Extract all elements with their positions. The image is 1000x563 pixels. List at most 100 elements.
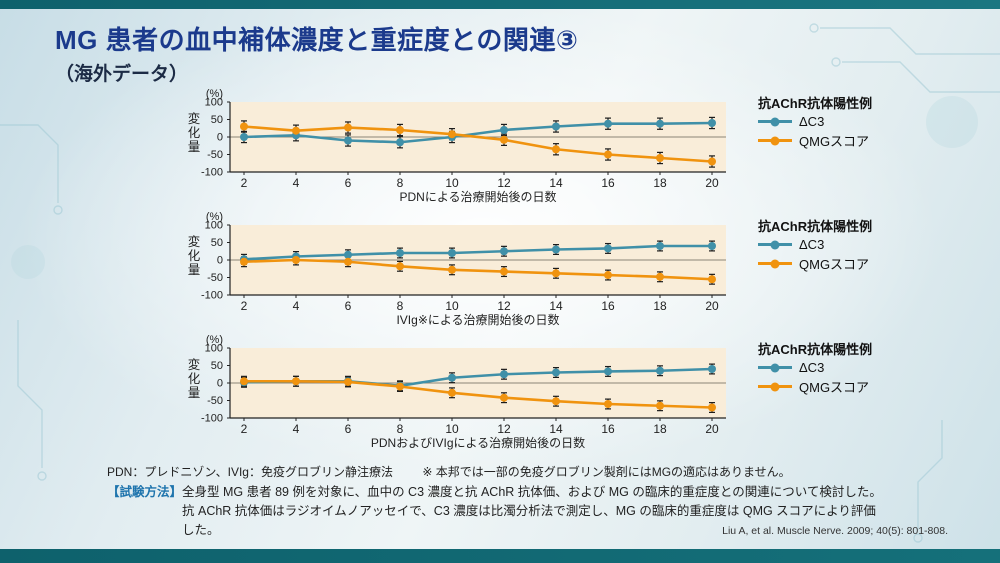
- qmg-data-point: [500, 393, 508, 402]
- chart-row-ivig: 100 50 0 -50 -100 (%) 変化量 2 4 6 8 10 12 14 16 18 20 IVIg※…: [178, 211, 1000, 334]
- qmg-series-line: [244, 379, 713, 409]
- x-tick-label: 6: [345, 299, 352, 313]
- y-tick-label: 0: [217, 255, 223, 267]
- c3-data-point: [604, 119, 612, 128]
- legend-c3-label: ΔC3: [799, 237, 825, 252]
- y-tick-label: 0: [217, 132, 223, 144]
- c3-data-point: [656, 242, 664, 250]
- qmg-data-point: [708, 157, 716, 166]
- legend-title: 抗AChR抗体陽性例: [758, 219, 873, 234]
- charts-area: 100 50 0 -50 -100 (%) 変化量 2 4 6 8 10 12 14 16 18 20 PDNによ…: [55, 88, 1000, 457]
- y-axis-title: 変化量: [188, 234, 201, 277]
- y-tick-label: 50: [211, 237, 223, 249]
- c3-data-point: [656, 366, 664, 375]
- chart-row-pdn-ivig: 100 50 0 -50 -100 (%) 変化量 2 4 6 8 10 12 14 16 18 20 PDNおよ…: [178, 334, 1000, 457]
- x-tick-label: 8: [397, 299, 404, 313]
- c3-data-point: [396, 249, 404, 257]
- chart-pdn-ivig-canvas: 100 50 0 -50 -100 (%) 変化量 2 4 6 8 10 12 14 16 18 20 PDNおよ…: [178, 334, 738, 457]
- x-tick-label: 18: [653, 176, 667, 190]
- chart-svg: 100 50 0 -50 -100 (%) 変化量 2 4 6 8 10 12 14 16 18 20 PDNによ…: [188, 88, 726, 204]
- qmg-series-line: [243, 125, 713, 163]
- chart-row-pdn: 100 50 0 -50 -100 (%) 変化量 2 4 6 8 10 12 14 16 18 20 PDNによ…: [178, 88, 1000, 211]
- x-tick-label: 8: [397, 422, 404, 436]
- legend-item-qmg: QMGスコア: [758, 254, 872, 273]
- qmg-data-point: [552, 397, 560, 406]
- qmg-data-point: [240, 257, 248, 266]
- x-tick-label: 6: [345, 176, 352, 190]
- x-tick-label: 14: [549, 299, 563, 313]
- x-tick-label: 12: [497, 176, 511, 190]
- c3-data-point: [344, 136, 352, 145]
- y-tick-label: 100: [205, 220, 223, 232]
- qmg-data-point: [708, 403, 716, 412]
- legend-qmg-label: QMGスコア: [799, 134, 870, 149]
- c3-series-line: [243, 121, 713, 144]
- legend-item-qmg: QMGスコア: [758, 131, 872, 150]
- x-tick-label: 2: [241, 422, 248, 436]
- c3-data-point: [396, 138, 404, 147]
- qmg-data-point: [656, 154, 664, 162]
- qmg-data-point: [552, 269, 560, 278]
- x-tick-label: 14: [549, 176, 563, 190]
- x-tick-label: 16: [601, 422, 615, 436]
- qmg-data-point: [396, 262, 404, 271]
- x-tick-label: 20: [705, 299, 719, 313]
- qmg-data-point: [292, 377, 300, 386]
- chart-ivig-legend: 抗AChR抗体陽性例 ΔC3 QMGスコア: [758, 211, 872, 273]
- legend-item-c3: ΔC3: [758, 237, 872, 252]
- qmg-data-point: [344, 377, 352, 386]
- x-tick-label: 20: [705, 422, 719, 436]
- x-tick-label: 6: [345, 422, 352, 436]
- x-tick-label: 16: [601, 176, 615, 190]
- y-unit-label: (%): [206, 211, 223, 223]
- c3-series-line: [243, 244, 712, 261]
- abbreviation-note: PDN：プレドニゾン、IVIg：免疫グロブリン静注療法: [107, 465, 393, 479]
- legend-title: 抗AChR抗体陽性例: [758, 96, 873, 111]
- legend-item-c3: ΔC3: [758, 114, 872, 129]
- y-tick-label: 50: [211, 360, 223, 372]
- qmg-data-point: [344, 257, 352, 266]
- c3-data-point: [500, 370, 508, 379]
- bottom-accent-bar: [0, 549, 1000, 563]
- y-tick-label: -50: [207, 395, 223, 407]
- qmg-data-point: [448, 130, 456, 139]
- qmg-data-point: [604, 150, 612, 159]
- x-tick-label: 18: [653, 422, 667, 436]
- c3-data-point: [552, 245, 560, 254]
- c3-data-point: [656, 119, 664, 128]
- y-axis-title: 変化量: [188, 357, 201, 400]
- c3-data-point: [344, 250, 352, 259]
- qmg-data-point: [396, 126, 404, 134]
- legend-qmg-label: QMGスコア: [799, 257, 870, 272]
- y-tick-label: 100: [205, 97, 223, 109]
- x-tick-label: 2: [241, 176, 248, 190]
- y-tick-label: -50: [207, 149, 223, 161]
- chart-svg: 100 50 0 -50 -100 (%) 変化量 2 4 6 8 10 12 14 16 18 20 PDNおよ…: [188, 334, 726, 450]
- y-tick-label: 50: [211, 114, 223, 126]
- citation: Liu A, et al. Muscle Nerve. 2009; 40(5):…: [722, 525, 948, 537]
- x-tick-label: 18: [653, 299, 667, 313]
- chart-pdn-ivig-legend: 抗AChR抗体陽性例 ΔC3 QMGスコア: [758, 334, 872, 396]
- method-label: 【試験方法】: [107, 485, 183, 499]
- y-tick-label: -100: [201, 413, 223, 425]
- x-tick-label: 10: [445, 299, 459, 313]
- footnotes: PDN：プレドニゾン、IVIg：免疫グロブリン静注療法 ※ 本邦では一部の免疫グ…: [107, 463, 1000, 539]
- c3-data-point: [552, 368, 560, 377]
- qmg-data-point: [448, 265, 456, 274]
- qmg-series-line: [243, 258, 713, 281]
- y-tick-label: -50: [207, 272, 223, 284]
- c3-data-point: [500, 247, 508, 256]
- y-tick-label: 0: [217, 378, 223, 390]
- slide-subtitle: （海外データ）: [55, 64, 189, 85]
- footnote-line: PDN：プレドニゾン、IVIg：免疫グロブリン静注療法 ※ 本邦では一部の免疫グ…: [107, 463, 1000, 480]
- c3-line-marker-icon: [758, 243, 792, 246]
- x-tick-label: 20: [705, 176, 719, 190]
- c3-data-point: [448, 373, 456, 382]
- x-tick-label: 10: [445, 422, 459, 436]
- chart-pdn-legend: 抗AChR抗体陽性例 ΔC3 QMGスコア: [758, 88, 872, 150]
- c3-data-point: [604, 367, 612, 376]
- qmg-data-point: [396, 382, 404, 391]
- legend-item-c3: ΔC3: [758, 360, 872, 375]
- qmg-data-point: [656, 401, 664, 410]
- qmg-data-point: [292, 256, 300, 264]
